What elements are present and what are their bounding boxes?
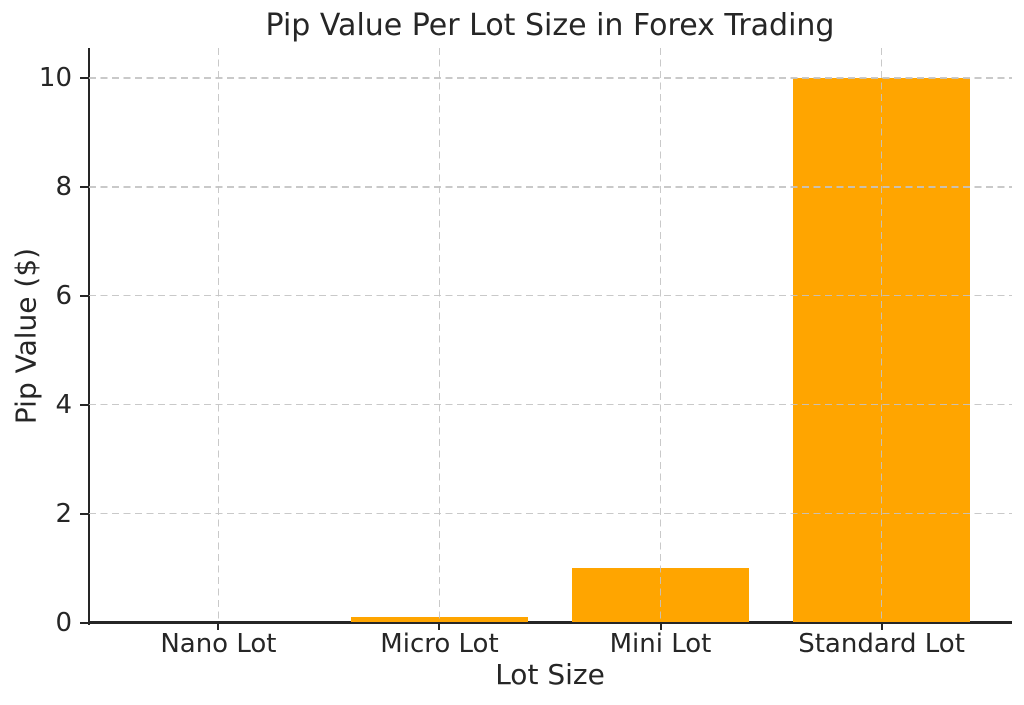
x-tick-mark [217,622,220,630]
x-tick-label-mini-lot: Mini Lot [609,629,712,659]
x-tick-mark [438,622,441,630]
y-tick-mark [80,403,88,406]
x-axis-spine [88,621,1012,624]
bar-micro-lot [351,617,528,623]
ticks-group: 0 2 4 6 8 10 Nano Lot Micro Lot Mini Lot Standard… [39,48,1012,659]
y-tick-mark [80,76,88,79]
y-tick-label: 0 [55,607,72,638]
x-tick-mark [880,622,883,630]
x-tick-label-micro-lot: Micro Lot [380,629,499,659]
chart-title: Pip Value Per Lot Size in Forex Trading [265,8,835,43]
x-tick-label-standard-lot: Standard Lot [798,629,965,659]
y-tick-label: 10 [38,62,72,93]
y-tick-label: 6 [55,280,72,311]
y-tick-mark [80,512,88,515]
y-tick-label: 4 [55,389,72,420]
bars-group [88,48,1012,624]
plot-area: 0 2 4 6 8 10 Nano Lot Micro Lot Mini Lot Standard… [39,48,1012,659]
y-tick-mark [80,294,88,297]
y-tick-mark [80,185,88,188]
y-tick-mark [80,621,88,624]
y-tick-label: 2 [55,498,72,529]
x-axis-label: Lot Size [495,658,605,691]
y-tick-label: 8 [55,171,72,202]
bar-mini-lot [572,568,749,623]
x-tick-mark [659,622,662,630]
y-axis-spine [88,48,90,625]
bar-standard-lot [793,77,970,623]
x-tick-label-nano-lot: Nano Lot [160,629,277,659]
